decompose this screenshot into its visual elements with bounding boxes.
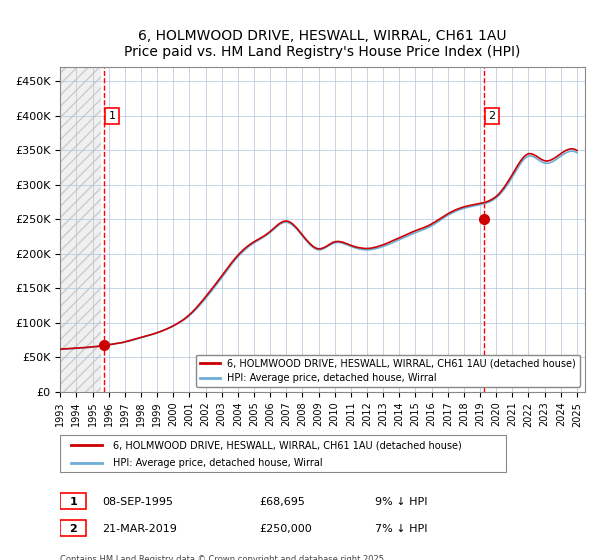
Text: 21-MAR-2019: 21-MAR-2019 bbox=[102, 524, 177, 534]
Text: 7% ↓ HPI: 7% ↓ HPI bbox=[375, 524, 428, 534]
Text: £250,000: £250,000 bbox=[260, 524, 313, 534]
Text: HPI: Average price, detached house, Wirral: HPI: Average price, detached house, Wirr… bbox=[113, 458, 322, 468]
FancyBboxPatch shape bbox=[60, 493, 86, 510]
Text: 2: 2 bbox=[70, 524, 77, 534]
Text: 2: 2 bbox=[488, 111, 496, 121]
FancyBboxPatch shape bbox=[60, 436, 506, 473]
Text: 1: 1 bbox=[109, 111, 116, 121]
Text: 1: 1 bbox=[70, 497, 77, 507]
Text: 9% ↓ HPI: 9% ↓ HPI bbox=[375, 497, 428, 507]
FancyBboxPatch shape bbox=[60, 520, 86, 536]
Text: Contains HM Land Registry data © Crown copyright and database right 2025.
This d: Contains HM Land Registry data © Crown c… bbox=[60, 555, 387, 560]
Text: 08-SEP-1995: 08-SEP-1995 bbox=[102, 497, 173, 507]
Legend: 6, HOLMWOOD DRIVE, HESWALL, WIRRAL, CH61 1AU (detached house), HPI: Average pric: 6, HOLMWOOD DRIVE, HESWALL, WIRRAL, CH61… bbox=[196, 354, 580, 387]
Title: 6, HOLMWOOD DRIVE, HESWALL, WIRRAL, CH61 1AU
Price paid vs. HM Land Registry's H: 6, HOLMWOOD DRIVE, HESWALL, WIRRAL, CH61… bbox=[124, 29, 521, 59]
Text: £68,695: £68,695 bbox=[260, 497, 305, 507]
Text: 6, HOLMWOOD DRIVE, HESWALL, WIRRAL, CH61 1AU (detached house): 6, HOLMWOOD DRIVE, HESWALL, WIRRAL, CH61… bbox=[113, 440, 461, 450]
